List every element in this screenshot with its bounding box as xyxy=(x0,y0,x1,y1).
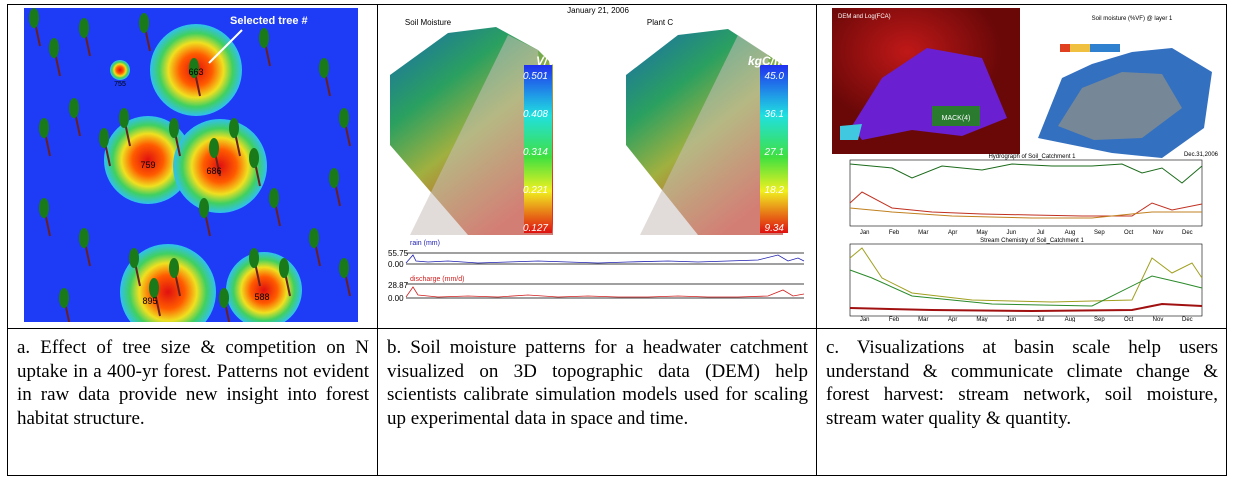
tree-id: 759 xyxy=(140,160,155,170)
month-label: Dec xyxy=(1182,230,1193,236)
tree-image: Selected tree # 663 755 759 686 895 588 xyxy=(24,8,358,322)
caption: a. Effect of tree size & competition on … xyxy=(7,328,378,476)
scale-label: 18.2 xyxy=(765,185,785,196)
scale-label: 9.34 xyxy=(765,223,785,234)
tree-id: 895 xyxy=(142,296,157,306)
tree-crown xyxy=(329,168,339,188)
tree-crown xyxy=(229,118,239,138)
tree-id: 686 xyxy=(206,166,221,176)
month-label: Feb xyxy=(889,230,900,236)
scale-label: 0.221 xyxy=(523,185,548,196)
series-label: discharge (mm/d) xyxy=(410,276,464,283)
month-label: Mar xyxy=(918,230,928,236)
tree-crown xyxy=(209,138,219,158)
month-label: Oct xyxy=(1124,317,1134,322)
tree-crown xyxy=(39,198,49,218)
axis-label: 55.75 xyxy=(388,249,409,258)
tree-crown xyxy=(79,18,89,38)
tree-crown xyxy=(319,58,329,78)
month-label: Feb xyxy=(889,317,900,322)
date: January 21, 2006 xyxy=(567,6,629,15)
caption: b. Soil moisture patterns for a headwate… xyxy=(377,328,817,476)
month-label: Oct xyxy=(1124,230,1134,236)
tree-crown xyxy=(269,188,279,208)
tree-crown xyxy=(249,248,259,268)
panel-title: Plant C xyxy=(647,18,673,27)
tree-crown xyxy=(49,38,59,58)
tree-crown xyxy=(69,98,79,118)
tree-crown xyxy=(139,13,149,33)
tree-crown xyxy=(39,118,49,138)
scale-label: 0.314 xyxy=(523,147,548,158)
month-label: Jun xyxy=(1006,317,1016,322)
scale-label: 0.408 xyxy=(523,109,548,120)
tree-crown xyxy=(129,248,139,268)
month-label: Nov xyxy=(1153,317,1164,322)
axis-label: 28.87 xyxy=(388,281,409,290)
tree-crown xyxy=(279,258,289,278)
month-label: Jan xyxy=(860,230,870,236)
figure-table: a. Effect of tree size & competition on … xyxy=(0,0,1233,480)
month-label: Jan xyxy=(860,317,870,322)
tree-crown xyxy=(259,28,269,48)
month-label: Aug xyxy=(1065,230,1076,236)
panel-title: Soil Moisture xyxy=(405,18,452,27)
scale-label: 27.1 xyxy=(764,147,784,158)
month-label: Jun xyxy=(1006,230,1016,236)
month-label: May xyxy=(976,230,987,236)
month-label: May xyxy=(976,317,987,322)
series-label: rain (mm) xyxy=(410,240,440,247)
month-label: Mar xyxy=(918,317,928,322)
month-label: Jul xyxy=(1037,317,1045,322)
tree-crown xyxy=(119,108,129,128)
axis-label: 0.00 xyxy=(388,294,404,303)
tree-crown xyxy=(339,108,349,128)
plot-title: Hydrograph of Soil_Catchment 1 xyxy=(988,154,1076,160)
tree-crown xyxy=(309,228,319,248)
tree-crown xyxy=(199,198,209,218)
tree-crown xyxy=(99,128,109,148)
tree-id: 588 xyxy=(254,292,269,302)
date: Dec.31,2006 xyxy=(1184,152,1219,158)
month-label: Apr xyxy=(948,230,957,236)
unit: kgC/m2 xyxy=(748,54,792,68)
scale-label: 36.1 xyxy=(765,109,784,120)
plot-title: Stream Chemistry of Soil_Catchment 1 xyxy=(980,238,1084,244)
tree-crown xyxy=(249,148,259,168)
axis-label: 0.00 xyxy=(388,260,404,269)
tree-crown xyxy=(29,8,39,28)
month-label: Jul xyxy=(1037,230,1045,236)
unit: V/V xyxy=(536,54,556,68)
scale-label: 0.501 xyxy=(523,71,548,82)
map-title: Soil moisture (%VF) @ layer 1 xyxy=(1092,16,1173,22)
tree-id: 755 xyxy=(114,81,126,88)
map-title: DEM and Log(FCA) xyxy=(838,14,891,20)
tree-crown xyxy=(79,228,89,248)
month-label: Apr xyxy=(948,317,957,322)
callout: Selected tree # xyxy=(230,15,308,27)
basin-image: DEM and Log(FCA) MACK(4) Soil moisture (… xyxy=(832,8,1220,322)
month-label: Dec xyxy=(1182,317,1193,322)
tree-crown xyxy=(169,118,179,138)
month-label: Sep xyxy=(1094,230,1105,236)
month-label: Aug xyxy=(1065,317,1076,322)
month-label: Nov xyxy=(1153,230,1164,236)
month-label: Sep xyxy=(1094,317,1105,322)
tree-crown xyxy=(219,288,229,308)
tree-crown xyxy=(149,278,159,298)
tree-crown xyxy=(59,288,69,308)
tree-crown xyxy=(169,258,179,278)
scale-label: 0.127 xyxy=(523,223,548,234)
tree-crown xyxy=(339,258,349,278)
caption: c. Visualizations at basin scale help us… xyxy=(816,328,1227,476)
soil-image: January 21, 2006 Soil Moisture Plant C V… xyxy=(388,5,810,323)
scale-label: 45.0 xyxy=(765,71,785,82)
basin-label: MACK(4) xyxy=(942,115,971,122)
tree-id: 663 xyxy=(188,67,203,77)
